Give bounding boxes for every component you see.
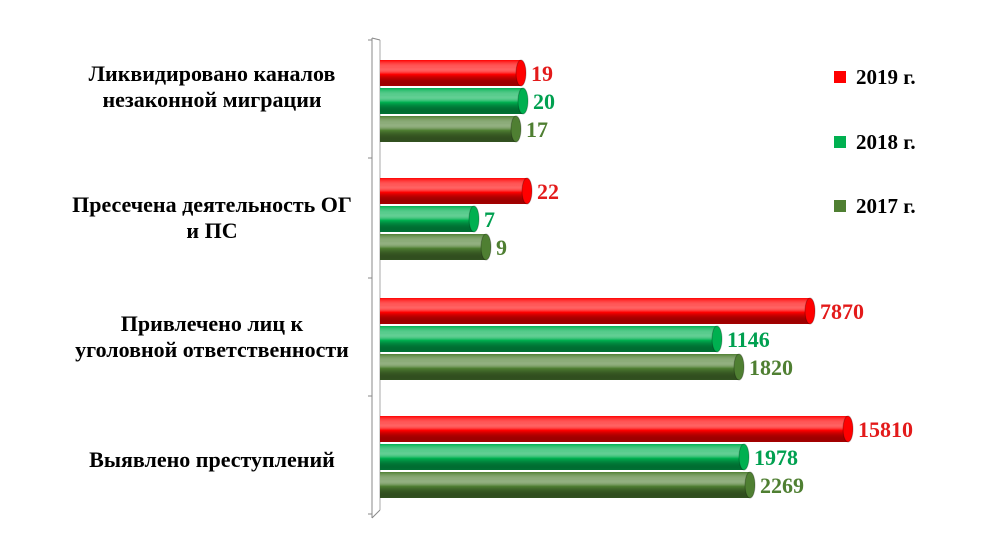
bar-1-2 <box>380 325 723 353</box>
bar-0-2 <box>380 297 816 325</box>
legend-swatch <box>834 200 846 212</box>
bar-0-1 <box>380 177 533 205</box>
bar-2-1 <box>380 233 492 261</box>
value-label: 19 <box>531 61 553 86</box>
value-label: 1820 <box>749 355 793 380</box>
category-label: Ликвидировано каналов незаконной миграции <box>89 61 336 112</box>
bar-shade <box>380 178 527 204</box>
value-label: 7870 <box>820 299 864 324</box>
bar-shade <box>380 88 523 114</box>
axis <box>368 37 381 519</box>
value-label: 2269 <box>760 473 804 498</box>
category-label: Пресечена деятельность ОГ и ПС <box>72 192 352 243</box>
category-label: Привлечено лиц к уголовной ответственност… <box>75 311 349 362</box>
bar-shade <box>380 234 486 260</box>
bar-cap <box>515 59 527 87</box>
bar-0-3 <box>380 415 854 443</box>
bar-2-3 <box>380 471 756 499</box>
bar-shade <box>380 116 516 142</box>
value-label: 22 <box>537 179 559 204</box>
bar-cap <box>738 443 750 471</box>
bar-shade <box>380 60 521 86</box>
bar-cap <box>521 177 533 205</box>
bar-1-1 <box>380 205 480 233</box>
value-label: 20 <box>533 89 555 114</box>
bar-shade <box>380 354 739 380</box>
bar-cap <box>468 205 480 233</box>
legend-swatch <box>834 71 846 83</box>
value-label: 1978 <box>754 445 798 470</box>
bar-cap <box>480 233 492 261</box>
legend-label: 2017 г. <box>856 194 916 218</box>
bar-shade <box>380 444 744 470</box>
bar-2-0 <box>380 115 522 143</box>
bar-cap <box>744 471 756 499</box>
category-labels: Ликвидировано каналов незаконной миграции… <box>72 61 352 472</box>
legend: 2019 г. 2018 г. 2017 г. <box>834 65 916 218</box>
bar-cap <box>733 353 745 381</box>
bar-cap <box>842 415 854 443</box>
axis-bottom-edge <box>371 509 381 519</box>
bar-cap <box>510 115 522 143</box>
bar-shade <box>380 298 810 324</box>
bar-1-0 <box>380 87 529 115</box>
legend-swatch <box>834 136 846 148</box>
value-label: 9 <box>496 235 507 260</box>
legend-label: 2018 г. <box>856 130 916 154</box>
bar-1-3 <box>380 443 750 471</box>
bar-0-0 <box>380 59 527 87</box>
bar-shade <box>380 206 474 232</box>
bar-shade <box>380 416 848 442</box>
legend-label: 2019 г. <box>856 65 916 89</box>
bar-shade <box>380 472 750 498</box>
value-label: 15810 <box>858 417 913 442</box>
value-label: 7 <box>484 207 495 232</box>
bar-cap <box>517 87 529 115</box>
value-label: 17 <box>526 117 548 142</box>
bars: 19 22 7870 15810 20 7 1146 1978 17 9 1820 2269 <box>380 59 913 499</box>
value-label: 1146 <box>727 327 770 352</box>
category-label: Выявлено преступлений <box>89 447 335 472</box>
bar-shade <box>380 326 717 352</box>
axis-top-edge <box>371 37 381 41</box>
bar-cap <box>711 325 723 353</box>
bar-cap <box>804 297 816 325</box>
bar-2-2 <box>380 353 745 381</box>
